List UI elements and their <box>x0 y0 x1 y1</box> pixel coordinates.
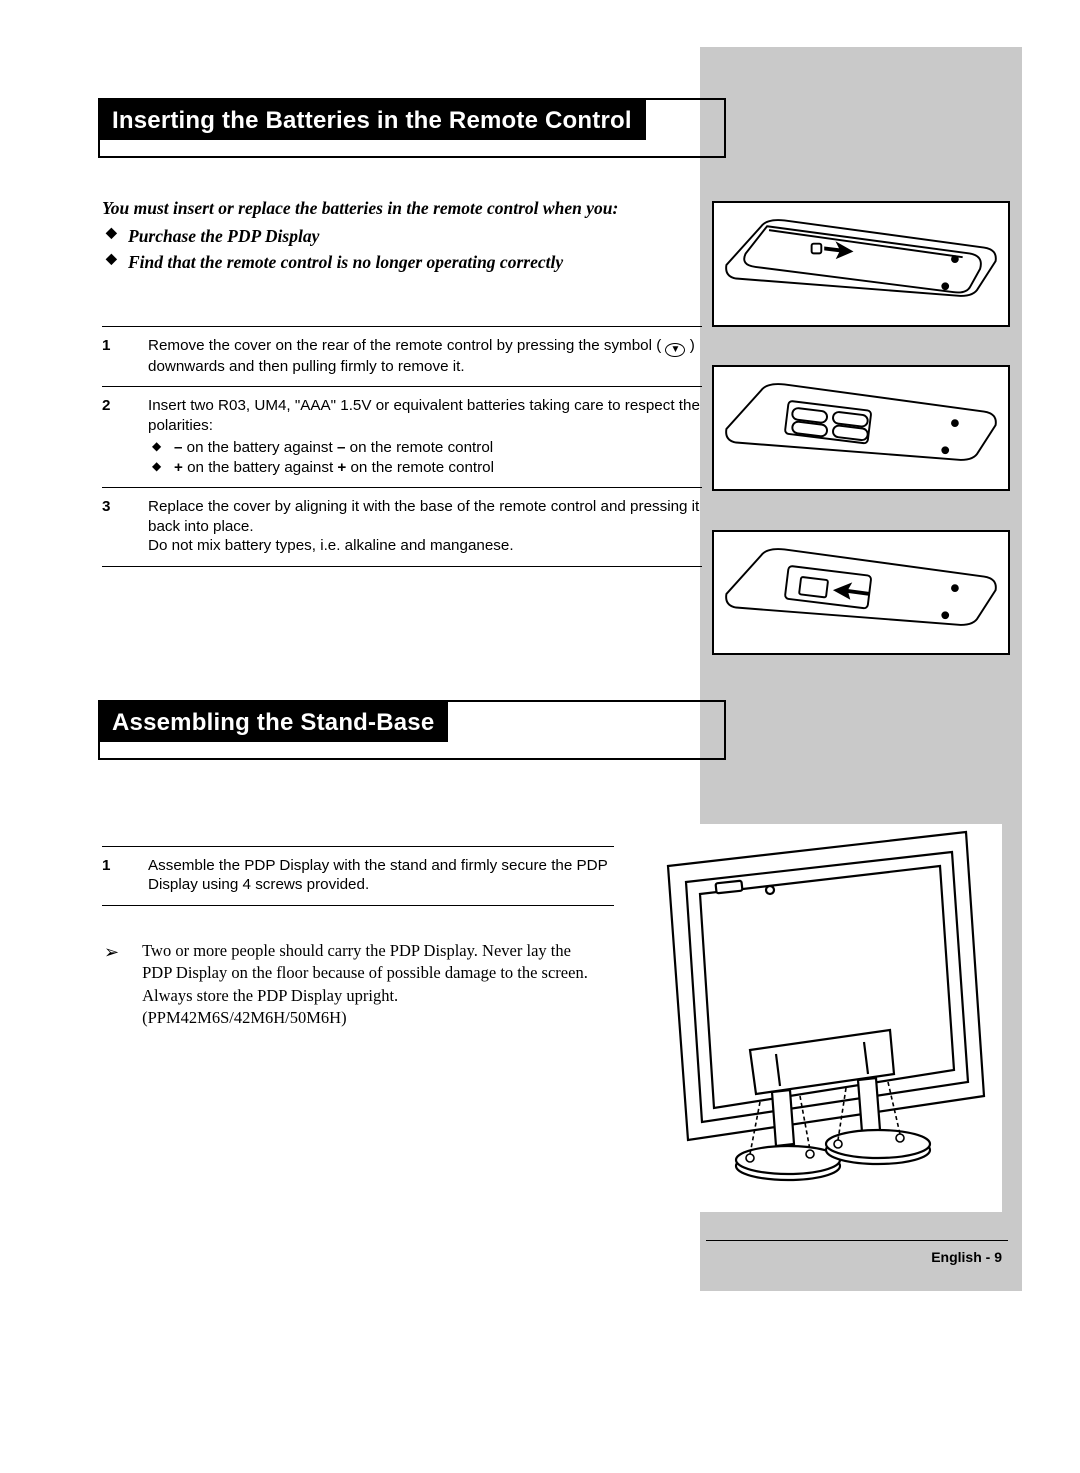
step-body: Insert two R03, UM4, "AAA" 1.5V or equiv… <box>148 396 702 477</box>
section2-title-frame: Assembling the Stand-Base <box>98 700 726 760</box>
remote-svg-3 <box>714 532 1008 654</box>
page-footer: English - 9 <box>931 1249 1002 1265</box>
section1-steps: 1 Remove the cover on the rear of the re… <box>102 326 702 567</box>
note-text: Two or more people should carry the PDP … <box>142 940 600 1029</box>
diagram-remote-insert-batteries <box>712 365 1010 491</box>
step-row: 3 Replace the cover by aligning it with … <box>102 488 702 565</box>
step-bullet: + on the battery against + on the remote… <box>148 458 702 477</box>
diagram-remote-remove-cover <box>712 201 1010 327</box>
step-text-a: Remove the cover on the rear of the remo… <box>148 337 661 354</box>
section1-intro-bullets: Purchase the PDP Display Find that the r… <box>102 225 690 273</box>
stand-svg <box>632 824 1002 1212</box>
rule <box>102 905 614 906</box>
section1-title-text: Inserting the Batteries in the Remote Co… <box>112 107 632 134</box>
step-text: Insert two R03, UM4, "AAA" 1.5V or equiv… <box>148 397 700 433</box>
note-arrow-icon: ➢ <box>104 940 138 964</box>
section2-note: ➢ Two or more people should carry the PD… <box>104 940 610 1029</box>
diagram-remote-replace-cover <box>712 530 1010 655</box>
step-row: 2 Insert two R03, UM4, "AAA" 1.5V or equ… <box>102 387 702 487</box>
step-row: 1 Remove the cover on the rear of the re… <box>102 327 702 386</box>
down-arrow-icon: ▼ <box>665 343 685 357</box>
step-row: 1 Assemble the PDP Display with the stan… <box>102 847 614 905</box>
section1-title-bar: Inserting the Batteries in the Remote Co… <box>98 98 646 140</box>
step-bullet: – on the battery against – on the remote… <box>148 438 702 457</box>
intro-bullet: Purchase the PDP Display <box>102 225 690 247</box>
section2-steps: 1 Assemble the PDP Display with the stan… <box>102 846 614 906</box>
diagram-stand-base <box>632 824 1002 1212</box>
rule <box>102 566 702 567</box>
section2-title-bar: Assembling the Stand-Base <box>98 700 448 742</box>
step-body: Assemble the PDP Display with the stand … <box>148 856 614 895</box>
step-body: Replace the cover by aligning it with th… <box>148 497 702 555</box>
section2-title-wrap: Assembling the Stand-Base <box>98 700 726 760</box>
remote-svg-1 <box>714 203 1008 325</box>
step-bullets: – on the battery against – on the remote… <box>148 438 702 477</box>
step-number: 1 <box>102 336 148 376</box>
step-number: 1 <box>102 856 148 895</box>
section2-title-text: Assembling the Stand-Base <box>112 709 434 736</box>
footer-rule <box>706 1240 1008 1241</box>
intro-bullet: Find that the remote control is no longe… <box>102 251 690 273</box>
section1-title-wrap: Inserting the Batteries in the Remote Co… <box>98 98 726 158</box>
remote-svg-2 <box>714 367 1008 489</box>
step-number: 3 <box>102 497 148 555</box>
section1-intro: You must insert or replace the batteries… <box>102 197 690 273</box>
section1-title-frame: Inserting the Batteries in the Remote Co… <box>98 98 726 158</box>
page: Inserting the Batteries in the Remote Co… <box>0 0 1080 1473</box>
step-body: Remove the cover on the rear of the remo… <box>148 336 702 376</box>
step-number: 2 <box>102 396 148 477</box>
section1-intro-lead: You must insert or replace the batteries… <box>102 197 690 219</box>
